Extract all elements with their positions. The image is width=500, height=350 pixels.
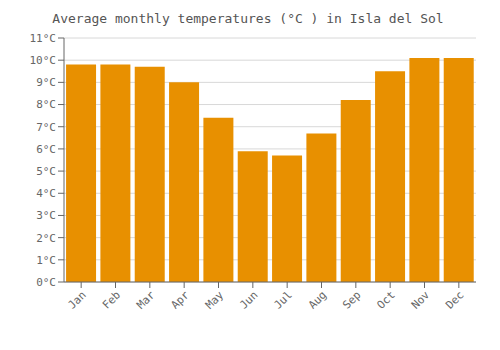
svg-text:8°C: 8°C: [36, 98, 56, 111]
svg-text:Apr: Apr: [169, 288, 193, 312]
svg-text:7°C: 7°C: [36, 121, 56, 134]
svg-text:May: May: [203, 288, 227, 312]
svg-text:11°C: 11°C: [30, 32, 57, 45]
svg-text:10°C: 10°C: [30, 54, 57, 67]
svg-text:Nov: Nov: [409, 288, 433, 312]
svg-text:Sep: Sep: [340, 288, 363, 311]
svg-text:Oct: Oct: [375, 288, 398, 311]
svg-text:Jul: Jul: [272, 288, 295, 311]
svg-text:9°C: 9°C: [36, 76, 56, 89]
svg-text:3°C: 3°C: [36, 209, 56, 222]
svg-text:Dec: Dec: [443, 288, 466, 311]
svg-text:4°C: 4°C: [36, 187, 56, 200]
svg-text:Jun: Jun: [237, 288, 260, 311]
svg-text:Feb: Feb: [100, 288, 123, 311]
svg-text:0°C: 0°C: [36, 276, 56, 289]
svg-text:1°C: 1°C: [36, 254, 56, 267]
svg-text:Mar: Mar: [134, 288, 158, 312]
svg-text:2°C: 2°C: [36, 232, 56, 245]
html-text:Average monthly temperatures (: Average monthly temperatures (°C ) in Is…: [52, 11, 444, 26]
svg-text:Aug: Aug: [306, 288, 329, 311]
svg-text:6°C: 6°C: [36, 143, 56, 156]
svg-text:5°C: 5°C: [36, 165, 56, 178]
svg-text:Jan: Jan: [66, 288, 89, 311]
